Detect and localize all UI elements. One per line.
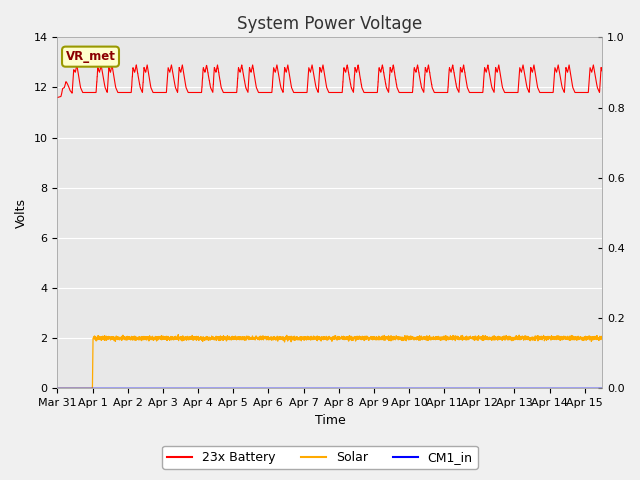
X-axis label: Time: Time <box>314 414 345 427</box>
Legend: 23x Battery, Solar, CM1_in: 23x Battery, Solar, CM1_in <box>163 446 477 469</box>
Text: VR_met: VR_met <box>65 50 115 63</box>
Title: System Power Voltage: System Power Voltage <box>237 15 422 33</box>
Y-axis label: Volts: Volts <box>15 198 28 228</box>
